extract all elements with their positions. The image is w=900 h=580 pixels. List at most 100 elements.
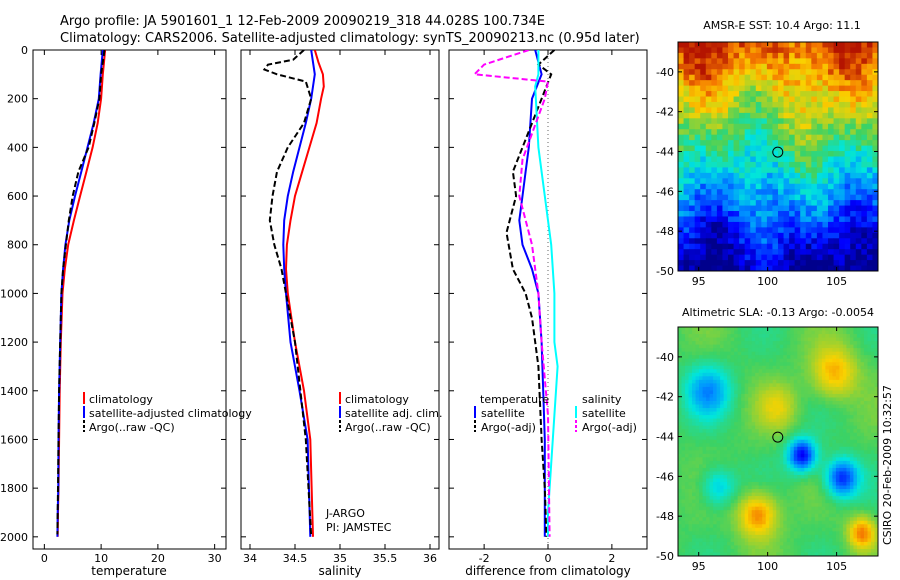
map-cell <box>716 327 721 332</box>
map-cell <box>816 249 823 256</box>
map-cell <box>720 450 725 455</box>
map-cell <box>709 365 714 370</box>
map-cell <box>855 118 862 125</box>
map-cell <box>874 400 879 405</box>
map-cell <box>706 411 711 416</box>
map-cell <box>720 379 725 384</box>
map-cell <box>828 232 835 239</box>
map-cell <box>765 496 770 501</box>
map-cell <box>783 372 788 377</box>
map-cell <box>716 443 721 448</box>
map-cell <box>685 397 690 402</box>
map-cell <box>849 348 854 353</box>
map-cell <box>716 404 721 409</box>
map-cell <box>758 334 763 339</box>
map-cell <box>761 227 768 234</box>
map-cell <box>842 393 847 398</box>
map-cell <box>783 58 790 65</box>
map-cell <box>844 238 851 245</box>
map-cell <box>850 254 857 261</box>
map-cell <box>678 112 685 119</box>
map-cell <box>727 351 732 356</box>
map-cell <box>685 376 690 381</box>
map-cell <box>750 249 757 256</box>
map-cell <box>856 330 861 335</box>
map-cell <box>794 118 801 125</box>
map-cell <box>778 211 785 217</box>
map-cell <box>692 344 697 349</box>
map-cell <box>800 408 805 413</box>
map-cell <box>872 221 879 228</box>
map-cell <box>860 351 865 356</box>
map-cell <box>716 221 723 228</box>
map-cell <box>849 411 854 416</box>
map-cell <box>794 140 801 147</box>
map-cell <box>739 238 746 245</box>
map-cell <box>863 408 868 413</box>
map-cell <box>828 134 835 141</box>
map-cell <box>839 134 846 141</box>
map-cell <box>783 474 788 479</box>
map-cell <box>850 232 857 239</box>
map-cell <box>842 506 847 511</box>
map-cell <box>870 355 875 360</box>
map-cell <box>755 362 760 367</box>
map-cell <box>814 379 819 384</box>
map-cell <box>716 216 723 223</box>
map-cell <box>776 341 781 346</box>
map-cell <box>835 446 840 451</box>
map-cell <box>727 478 732 483</box>
map-cell <box>678 344 683 349</box>
map-cell <box>842 376 847 381</box>
map-cell <box>678 453 683 458</box>
map-cell <box>861 189 868 196</box>
map-cell <box>727 355 732 360</box>
map-cell <box>800 362 805 367</box>
map-cell <box>794 52 801 59</box>
map-cell <box>692 474 697 479</box>
map-cell <box>734 429 739 434</box>
map-cell <box>793 330 798 335</box>
map-cell <box>769 337 774 342</box>
map-cell <box>860 355 865 360</box>
map-cell <box>849 467 854 472</box>
map-cell <box>849 365 854 370</box>
map-cell <box>761 129 768 136</box>
map-cell <box>794 200 801 207</box>
map-cell <box>692 408 697 413</box>
map-cell <box>741 397 746 402</box>
map-cell <box>739 134 746 141</box>
map-cell <box>716 503 721 508</box>
map-cell <box>800 478 805 483</box>
map-cell <box>790 443 795 448</box>
map-cell <box>706 334 711 339</box>
map-cell <box>694 42 701 48</box>
map-cell <box>783 369 788 374</box>
map-cell <box>702 379 707 384</box>
map-cell <box>825 450 830 455</box>
map-cell <box>733 260 740 267</box>
map-cell <box>839 517 844 522</box>
map-cell <box>720 415 725 420</box>
map-cell <box>828 362 833 367</box>
map-cell <box>835 408 840 413</box>
map-cell <box>769 393 774 398</box>
map-cell <box>860 379 865 384</box>
map-cell <box>689 243 696 250</box>
map-cell <box>855 52 862 59</box>
map-cell <box>867 429 872 434</box>
map-cell <box>758 362 763 367</box>
map-cell <box>786 446 791 451</box>
map-cell <box>695 450 700 455</box>
map-cell <box>786 524 791 529</box>
map-cell <box>769 415 774 420</box>
map-cell <box>867 341 872 346</box>
map-cell <box>750 183 757 190</box>
map-cell <box>849 393 854 398</box>
map-cell <box>678 91 685 98</box>
map-cell <box>874 372 879 377</box>
map-cell <box>816 80 823 87</box>
map-cell <box>766 80 773 87</box>
map-cell <box>839 85 846 92</box>
map-cell <box>786 386 791 391</box>
